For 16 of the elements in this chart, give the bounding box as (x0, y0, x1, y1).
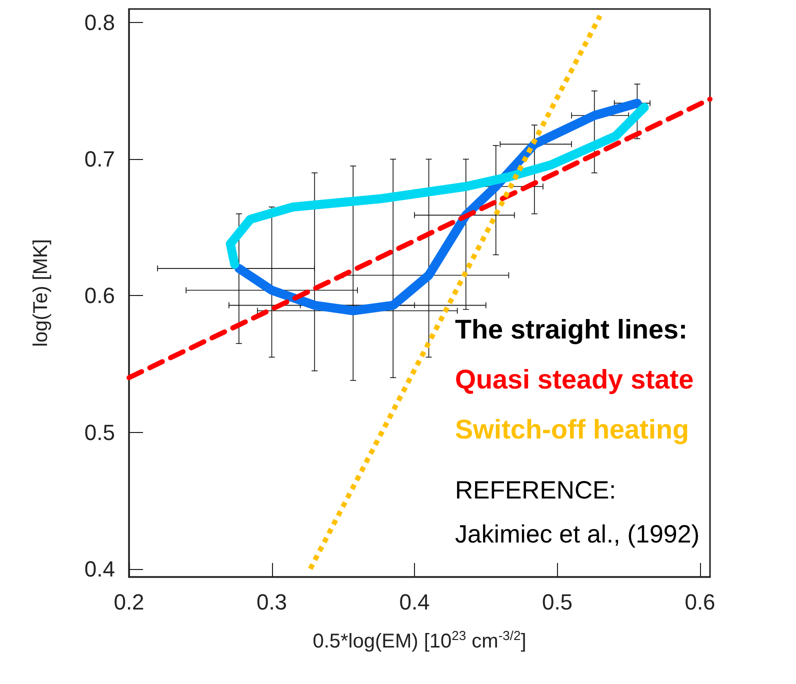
x-tick-label: 0.4 (399, 590, 430, 614)
x-tick-label: 0.5 (542, 590, 573, 614)
x-tick-label: 0.2 (114, 590, 144, 614)
text: Quasi steady state (455, 364, 694, 394)
x-tick-label: 0.6 (684, 590, 716, 614)
annotation: REFERENCE: (455, 476, 616, 504)
y-axis-title: log(Te) [MK] (30, 239, 52, 347)
y-tick-label: 0.4 (84, 556, 115, 582)
y-tick-label: 0.5 (84, 420, 115, 445)
annotation: Jakimiec et al., (1992) (455, 520, 700, 548)
y-tick-label: 0.8 (84, 10, 115, 36)
text: Switch-off heating (455, 414, 689, 444)
legend-title: The straight lines: (455, 314, 688, 344)
y-tick-label: 0.6 (84, 283, 115, 308)
x-tick-label: 0.3 (256, 590, 288, 614)
y-tick-label: 0.7 (84, 146, 115, 172)
